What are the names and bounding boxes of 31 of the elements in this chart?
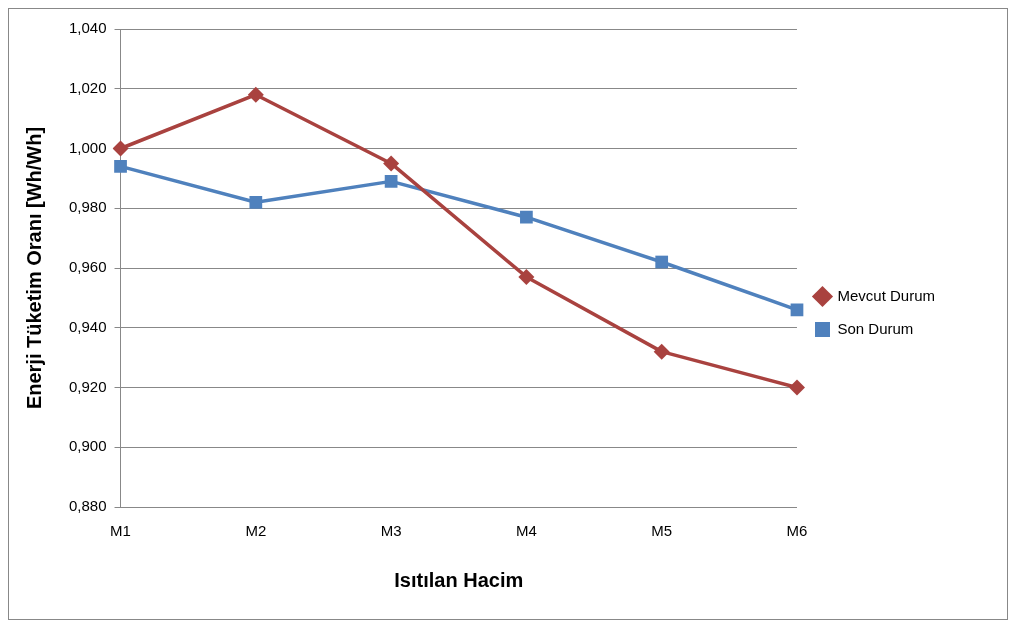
y-tick-label: 0,980 xyxy=(68,198,107,216)
y-tick-label: 0,940 xyxy=(68,317,107,335)
y-tick-label: 0,920 xyxy=(68,377,107,395)
y-tick-label: 0,880 xyxy=(68,497,107,515)
point xyxy=(655,255,669,269)
y-axis-title: Enerji Tüketim Oranı [Wh/Wh] xyxy=(22,126,45,410)
y-tick-label: 1,020 xyxy=(68,78,107,96)
point xyxy=(114,160,127,173)
point xyxy=(384,175,398,188)
x-tick-label: M6 xyxy=(786,522,808,540)
y-tick-label: 1,040 xyxy=(68,19,107,37)
point xyxy=(112,140,129,157)
point xyxy=(653,343,670,360)
x-axis-title: Isıtılan Hacim xyxy=(394,568,524,591)
point xyxy=(788,379,805,396)
point xyxy=(790,303,804,317)
x-tick-label: M4 xyxy=(515,522,537,540)
x-tick-label: M1 xyxy=(110,522,131,540)
point xyxy=(383,155,400,172)
x-tick-label: M3 xyxy=(380,522,402,540)
y-tick-label: 1,000 xyxy=(68,138,107,156)
x-tick-label: M5 xyxy=(651,522,673,540)
y-tick-label: 0,900 xyxy=(68,437,107,455)
legend-label: Mevcut Durum xyxy=(837,286,936,304)
x-tick-label: M2 xyxy=(245,522,267,540)
point xyxy=(518,268,535,285)
point xyxy=(520,210,533,224)
y-tick-label: 0,960 xyxy=(68,258,107,276)
point xyxy=(247,86,264,103)
point xyxy=(249,195,263,209)
legend-label: Son Durum xyxy=(837,319,914,337)
